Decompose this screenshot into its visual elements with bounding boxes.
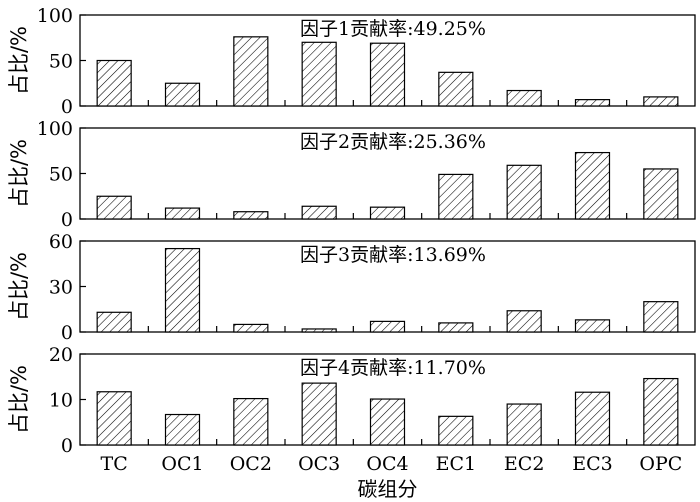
factor-contribution-label: 因子1贡献率:49.25%: [300, 18, 486, 40]
bar-tc: [96, 311, 132, 333]
bar-oc3: [301, 205, 337, 220]
bar-oc4: [369, 42, 406, 107]
bar-ec1: [438, 415, 474, 446]
x-tick-label: OC2: [230, 453, 272, 475]
bar-tc: [96, 195, 132, 220]
bar-oc4: [369, 398, 406, 446]
x-axis: TC OC1 OC2 OC3 OC4 EC1 EC2 EC3 OPC 碳组分: [101, 453, 683, 501]
bar-ec1: [438, 173, 474, 220]
bar-oc2: [233, 36, 269, 107]
bar-ec2: [506, 310, 542, 333]
y-tick-label: 50: [49, 164, 73, 186]
factor-contribution-label: 因子2贡献率:25.36%: [300, 131, 486, 153]
y-tick-label: 20: [49, 344, 73, 366]
bar-tc: [96, 59, 132, 107]
bar-ec2: [506, 403, 542, 446]
y-tick-label: 100: [37, 118, 73, 140]
bar-oc2: [233, 397, 269, 446]
bar-oc3: [301, 328, 337, 333]
bar-ec2: [506, 164, 542, 220]
bar-opc: [643, 301, 679, 333]
y-tick-label: 50: [49, 51, 73, 73]
panel-3: 0 30 60 因子3贡献率:13.69% 占比/%: [7, 231, 696, 344]
x-tick-label: OC4: [366, 453, 408, 475]
factor-contribution-label: 因子4贡献率:11.70%: [300, 357, 486, 379]
bar-opc: [643, 96, 679, 107]
x-tick-label: OC3: [298, 453, 340, 475]
y-axis-label: 占比/%: [7, 26, 31, 95]
bar-oc2: [233, 211, 269, 220]
panel-4: 0 10 20 因子4贡献率:11.70% 占比/%: [7, 344, 696, 457]
x-tick-label: TC: [101, 453, 128, 475]
y-tick-label: 30: [49, 277, 73, 299]
bar-ec3: [574, 151, 611, 220]
bar-oc1: [164, 413, 201, 446]
x-tick-label: OC1: [161, 453, 203, 475]
y-tick-label: 10: [49, 390, 73, 412]
factor-contribution-label: 因子3贡献率:13.69%: [300, 244, 486, 266]
bar-oc1: [164, 247, 201, 333]
panel-1: 0 50 100 因子1贡献率:49.25% 占比/%: [7, 5, 696, 118]
bar-ec3: [574, 319, 611, 333]
bar-oc4: [369, 320, 406, 333]
y-axis-label: 占比/%: [7, 365, 31, 434]
y-axis-label: 占比/%: [7, 139, 31, 208]
bar-ec3: [574, 99, 611, 107]
x-tick-label: EC1: [436, 453, 477, 475]
bar-oc3: [301, 41, 337, 107]
bar-oc3: [301, 382, 337, 446]
x-tick-label: OPC: [639, 453, 682, 475]
bar-opc: [643, 377, 679, 446]
y-tick-label: 0: [61, 435, 73, 457]
x-axis-label: 碳组分: [358, 477, 418, 501]
y-tick-label: 0: [61, 96, 73, 118]
bar-ec1: [438, 322, 474, 333]
bar-tc: [96, 391, 132, 446]
bar-opc: [643, 168, 679, 220]
y-tick-label: 100: [37, 5, 73, 27]
bar-ec1: [438, 71, 474, 107]
bar-oc4: [369, 206, 406, 220]
y-tick-label: 60: [49, 231, 73, 253]
bar-oc2: [233, 323, 269, 333]
y-tick-label: 0: [61, 322, 73, 344]
bar-ec2: [506, 89, 542, 107]
bar-ec3: [574, 391, 611, 446]
y-axis-label: 占比/%: [7, 252, 31, 321]
y-tick-label: 0: [61, 209, 73, 231]
bar-oc1: [164, 207, 201, 220]
x-tick-label: EC2: [504, 453, 545, 475]
bar-oc1: [164, 82, 201, 107]
panel-2: 0 50 100 因子2贡献率:25.36% 占比/%: [7, 118, 696, 231]
x-tick-label: EC3: [572, 453, 613, 475]
